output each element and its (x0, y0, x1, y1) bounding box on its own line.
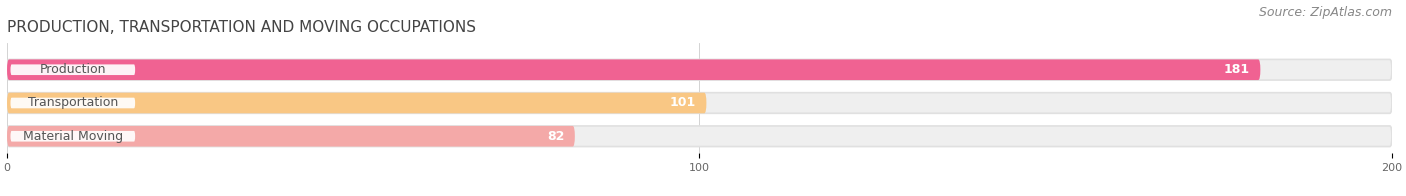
Text: 82: 82 (547, 130, 564, 143)
FancyBboxPatch shape (10, 98, 135, 108)
FancyBboxPatch shape (7, 93, 1392, 113)
FancyBboxPatch shape (7, 93, 706, 113)
Text: Transportation: Transportation (28, 96, 118, 110)
FancyBboxPatch shape (10, 131, 135, 142)
FancyBboxPatch shape (7, 126, 575, 147)
FancyBboxPatch shape (7, 59, 1392, 80)
Text: Material Moving: Material Moving (22, 130, 122, 143)
Text: 181: 181 (1223, 63, 1250, 76)
Text: 101: 101 (669, 96, 696, 110)
FancyBboxPatch shape (7, 126, 1392, 147)
Text: Source: ZipAtlas.com: Source: ZipAtlas.com (1258, 6, 1392, 19)
FancyBboxPatch shape (7, 59, 1260, 80)
Text: Production: Production (39, 63, 105, 76)
FancyBboxPatch shape (10, 64, 135, 75)
Text: PRODUCTION, TRANSPORTATION AND MOVING OCCUPATIONS: PRODUCTION, TRANSPORTATION AND MOVING OC… (7, 20, 477, 35)
